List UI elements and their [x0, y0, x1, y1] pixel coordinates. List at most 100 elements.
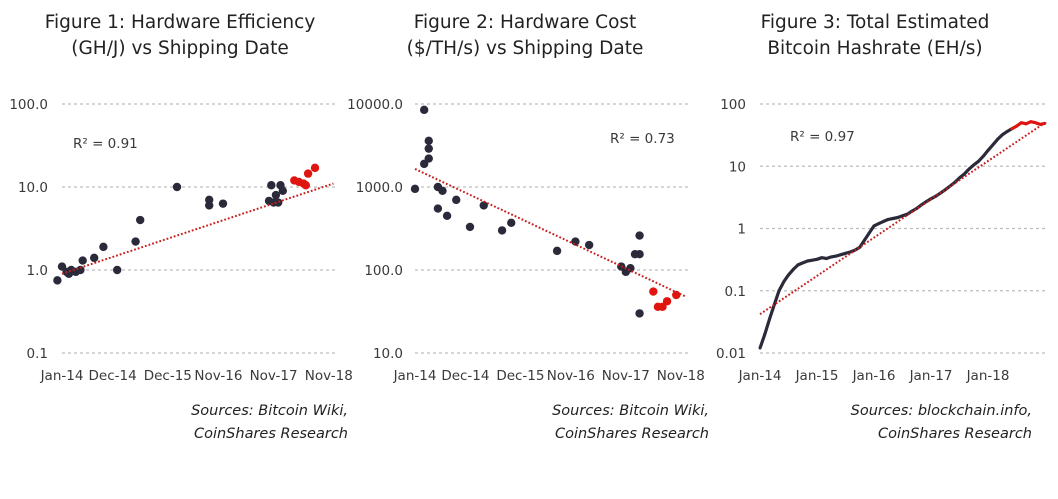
fig1-historical-point [205, 201, 214, 210]
figure-2-source-line2: CoinShares Research [554, 426, 709, 442]
fig3-hashrate-point [882, 220, 885, 223]
fig2-historical-point [552, 246, 562, 256]
fig1-historical-point [78, 256, 87, 265]
fig3-hashrate-point [848, 250, 852, 254]
fig1-x-tick-label: Nov-17 [250, 368, 298, 384]
figure-2-title: Figure 2: Hardware Cost ($/TH/s) vs Ship… [345, 10, 705, 62]
fig1-r-squared-label: R² = 0.91 [73, 136, 138, 152]
fig1-y-tick-label: 10.0 [18, 180, 48, 196]
fig3-x-tick-label: Jan-18 [966, 368, 1010, 384]
fig2-x-tick-label: Jan-14 [393, 368, 437, 384]
fig3-hashrate-point [958, 176, 961, 180]
fig2-trendline [414, 168, 686, 298]
fig2-r-squared-label: R² = 0.73 [610, 131, 675, 147]
figure-1-source-line2: CoinShares Research [193, 426, 348, 442]
fig2-x-tick-label: Nov-16 [547, 368, 595, 384]
fig3-hashrate-point [863, 238, 866, 242]
fig2-historical-point [410, 184, 420, 194]
fig1-historical-point [172, 182, 182, 192]
fig3-hashrate-point [825, 257, 828, 260]
fig1-historical-point [131, 237, 140, 246]
fig3-trendline [759, 121, 1046, 316]
fig1-historical-point [271, 190, 281, 200]
figure-3-source-line1: Sources: blockchain.info, [850, 403, 1032, 419]
fig3-x-tick-label: Jan-14 [738, 368, 782, 384]
figure-3-source-line2: CoinShares Research [877, 426, 1032, 442]
fig3-hashrate-point [763, 332, 767, 336]
figure-2-source-line1: Sources: Bitcoin Wiki, [552, 403, 709, 419]
figure-2-title-line2: ($/TH/s) vs Shipping Date [406, 38, 644, 59]
fig1-x-tick-label: Nov-18 [305, 368, 353, 384]
fig2-historical-point [479, 201, 488, 210]
figure-1-title-line1: Figure 1: Hardware Efficiency [44, 12, 316, 33]
fig3-hashrate-point [891, 217, 895, 220]
fig1-x-tick-label: Nov-16 [194, 368, 242, 384]
fig1-recent-point [303, 169, 313, 178]
fig3-hashrate-point [806, 259, 809, 263]
fig1-y-tick-label: 0.1 [27, 346, 48, 362]
fig2-historical-point [424, 154, 433, 163]
fig2-x-tick-label: Nov-17 [602, 368, 650, 384]
fig1-recent-point [310, 163, 320, 173]
fig1-historical-point [218, 199, 228, 208]
fig3-hashrate-point [996, 137, 999, 141]
fig3-y-tick-label: 10 [729, 159, 746, 175]
fig3-recent-point [1010, 127, 1014, 131]
figure-2-sources: Sources: Bitcoin Wiki, CoinShares Resear… [520, 400, 709, 446]
fig1-historical-point [267, 181, 276, 190]
fig3-series-hashrate [758, 127, 1013, 349]
fig3-hashrate-point [972, 163, 976, 167]
figure-1-panel: Figure 1: Hardware Efficiency (GH/J) vs … [0, 0, 360, 499]
fig3-hashrate-point [777, 289, 781, 293]
fig3-x-tick-label: Jan-16 [852, 368, 896, 384]
figure-3-title: Figure 3: Total Estimated Bitcoin Hashra… [700, 10, 1050, 62]
fig2-historical-point [635, 309, 644, 318]
fig2-recent-point [658, 302, 667, 312]
fig1-recent-point [301, 181, 310, 190]
fig3-hashrate-point [901, 214, 904, 218]
fig2-recent-point [662, 297, 672, 306]
fig2-historical-point [497, 226, 507, 235]
fig3-hashrate-point [981, 154, 985, 158]
figure-3-sources: Sources: blockchain.info, CoinShares Res… [800, 400, 1032, 446]
fig3-hashrate-point [967, 167, 971, 171]
fig3-hashrate-point [1000, 133, 1004, 137]
figure-1-source-line1: Sources: Bitcoin Wiki, [191, 403, 348, 419]
fig3-hashrate-point [815, 257, 819, 261]
fig3-recent-point [1019, 121, 1023, 125]
fig2-historical-point [452, 195, 461, 205]
fig3-hashrate-point [886, 218, 890, 221]
fig2-historical-point [507, 218, 516, 228]
fig3-hashrate-point [896, 216, 900, 219]
fig3-hashrate-point [943, 188, 947, 192]
fig1-historical-point [76, 265, 85, 275]
fig1-historical-point [90, 253, 99, 263]
figure-1-chart: 100.0 10.0 1.0 0.1 Jan-14 Dec-14 Dec-15 Nov-16 N… [9, 97, 353, 384]
fig2-recent-point [672, 290, 681, 300]
fig2-historical-point [584, 240, 594, 250]
fig1-historical-point [113, 265, 122, 275]
fig2-historical-point [424, 136, 433, 146]
fig3-hashrate-point [962, 172, 966, 176]
fig2-y-tick-label: 100.0 [364, 263, 403, 279]
figure-3-title-line2: Bitcoin Hashrate (EH/s) [767, 38, 983, 59]
fig2-historical-point [635, 231, 644, 240]
fig2-y-tick-label: 10.0 [373, 346, 403, 362]
fig3-hashrate-point [758, 346, 762, 350]
figure-1-title: Figure 1: Hardware Efficiency (GH/J) vs … [0, 10, 360, 62]
fig2-recent-point [649, 287, 658, 296]
figure-3-title-line1: Figure 3: Total Estimated [760, 12, 990, 33]
fig1-historical-point [274, 198, 283, 207]
fig2-y-tick-label: 1000.0 [356, 180, 403, 196]
fig3-recent-point [1024, 122, 1028, 126]
figure-1-title-line2: (GH/J) vs Shipping Date [71, 38, 289, 59]
fig3-recent-point [1029, 120, 1033, 124]
fig3-hashrate-point [872, 224, 876, 228]
fig3-hashrate-point [977, 159, 980, 163]
fig3-hashrate-point [801, 261, 805, 265]
figure-1-sources: Sources: Bitcoin Wiki, CoinShares Resear… [191, 400, 348, 446]
fig3-y-tick-label: 1 [737, 222, 746, 238]
fig3-r-squared-label: R² = 0.97 [790, 129, 855, 145]
